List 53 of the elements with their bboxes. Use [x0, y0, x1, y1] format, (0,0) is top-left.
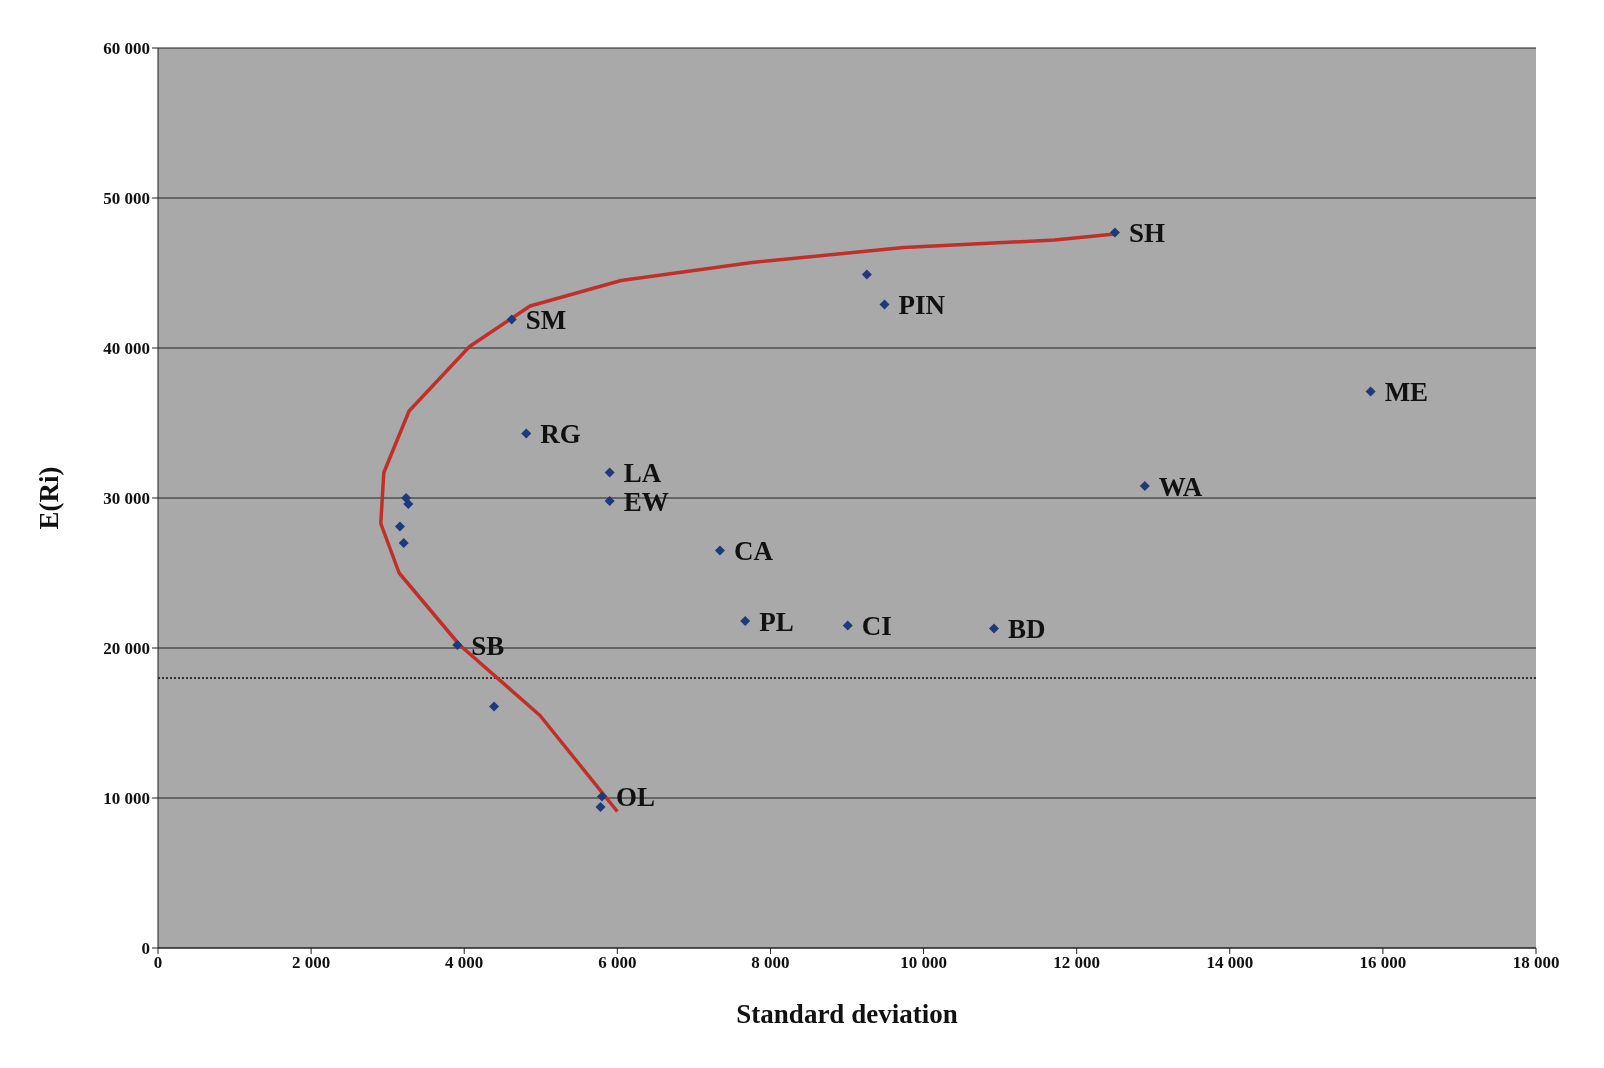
x-tick-label: 4 000 — [445, 953, 484, 973]
annotation: SB — [471, 630, 505, 661]
point — [452, 640, 463, 650]
point — [597, 791, 608, 802]
y-tick-label: 50 000 — [103, 189, 150, 209]
y-tick-label: 0 — [141, 939, 150, 959]
point — [394, 521, 405, 532]
point — [842, 620, 853, 631]
y-tick-label: 40 000 — [103, 339, 150, 359]
point — [595, 802, 606, 812]
point — [489, 701, 500, 712]
y-axis-title: E(Ri) — [33, 466, 64, 530]
x-tick-label: 2 000 — [291, 953, 331, 973]
point — [398, 538, 409, 548]
annotation: WA — [1158, 471, 1203, 502]
annotation: ME — [1384, 377, 1429, 408]
point — [1365, 386, 1376, 397]
point — [740, 616, 751, 626]
point — [604, 496, 615, 506]
point — [879, 299, 890, 310]
x-tick-label: 16 000 — [1359, 953, 1407, 973]
annotation: SM — [525, 305, 567, 336]
y-tick-label: 60 000 — [103, 39, 150, 59]
point — [861, 269, 872, 280]
point — [714, 545, 725, 556]
annotation: RG — [540, 419, 581, 450]
y-tick-label: 20 000 — [103, 639, 150, 659]
x-tick-label: 14 000 — [1206, 953, 1254, 973]
x-tick-label: 18 000 — [1512, 953, 1560, 973]
point — [988, 623, 999, 634]
annotation: SH — [1128, 218, 1165, 249]
x-tick-label: 12 000 — [1053, 953, 1101, 973]
point — [506, 314, 517, 325]
point — [604, 467, 615, 478]
annotation: BD — [1007, 614, 1046, 645]
annotation: EW — [623, 486, 669, 517]
x-tick-label: 8 000 — [751, 953, 790, 973]
point — [403, 499, 414, 509]
annotation: PL — [759, 606, 794, 637]
x-tick-label: 10 000 — [900, 953, 947, 973]
annotation: LA — [623, 458, 662, 489]
point — [1109, 227, 1120, 238]
y-tick-label: 10 000 — [103, 789, 150, 809]
point — [1139, 481, 1150, 491]
annotation: CA — [733, 536, 774, 567]
annotation: CI — [861, 611, 892, 642]
x-tick-label: 6 000 — [598, 953, 637, 973]
point — [521, 428, 532, 439]
x-axis-title: Standard deviation — [736, 999, 958, 1029]
annotation: OL — [616, 782, 656, 813]
y-tick-label: 30 000 — [103, 489, 150, 509]
annotation: PIN — [898, 290, 946, 321]
x-tick-label: 0 — [153, 953, 163, 973]
